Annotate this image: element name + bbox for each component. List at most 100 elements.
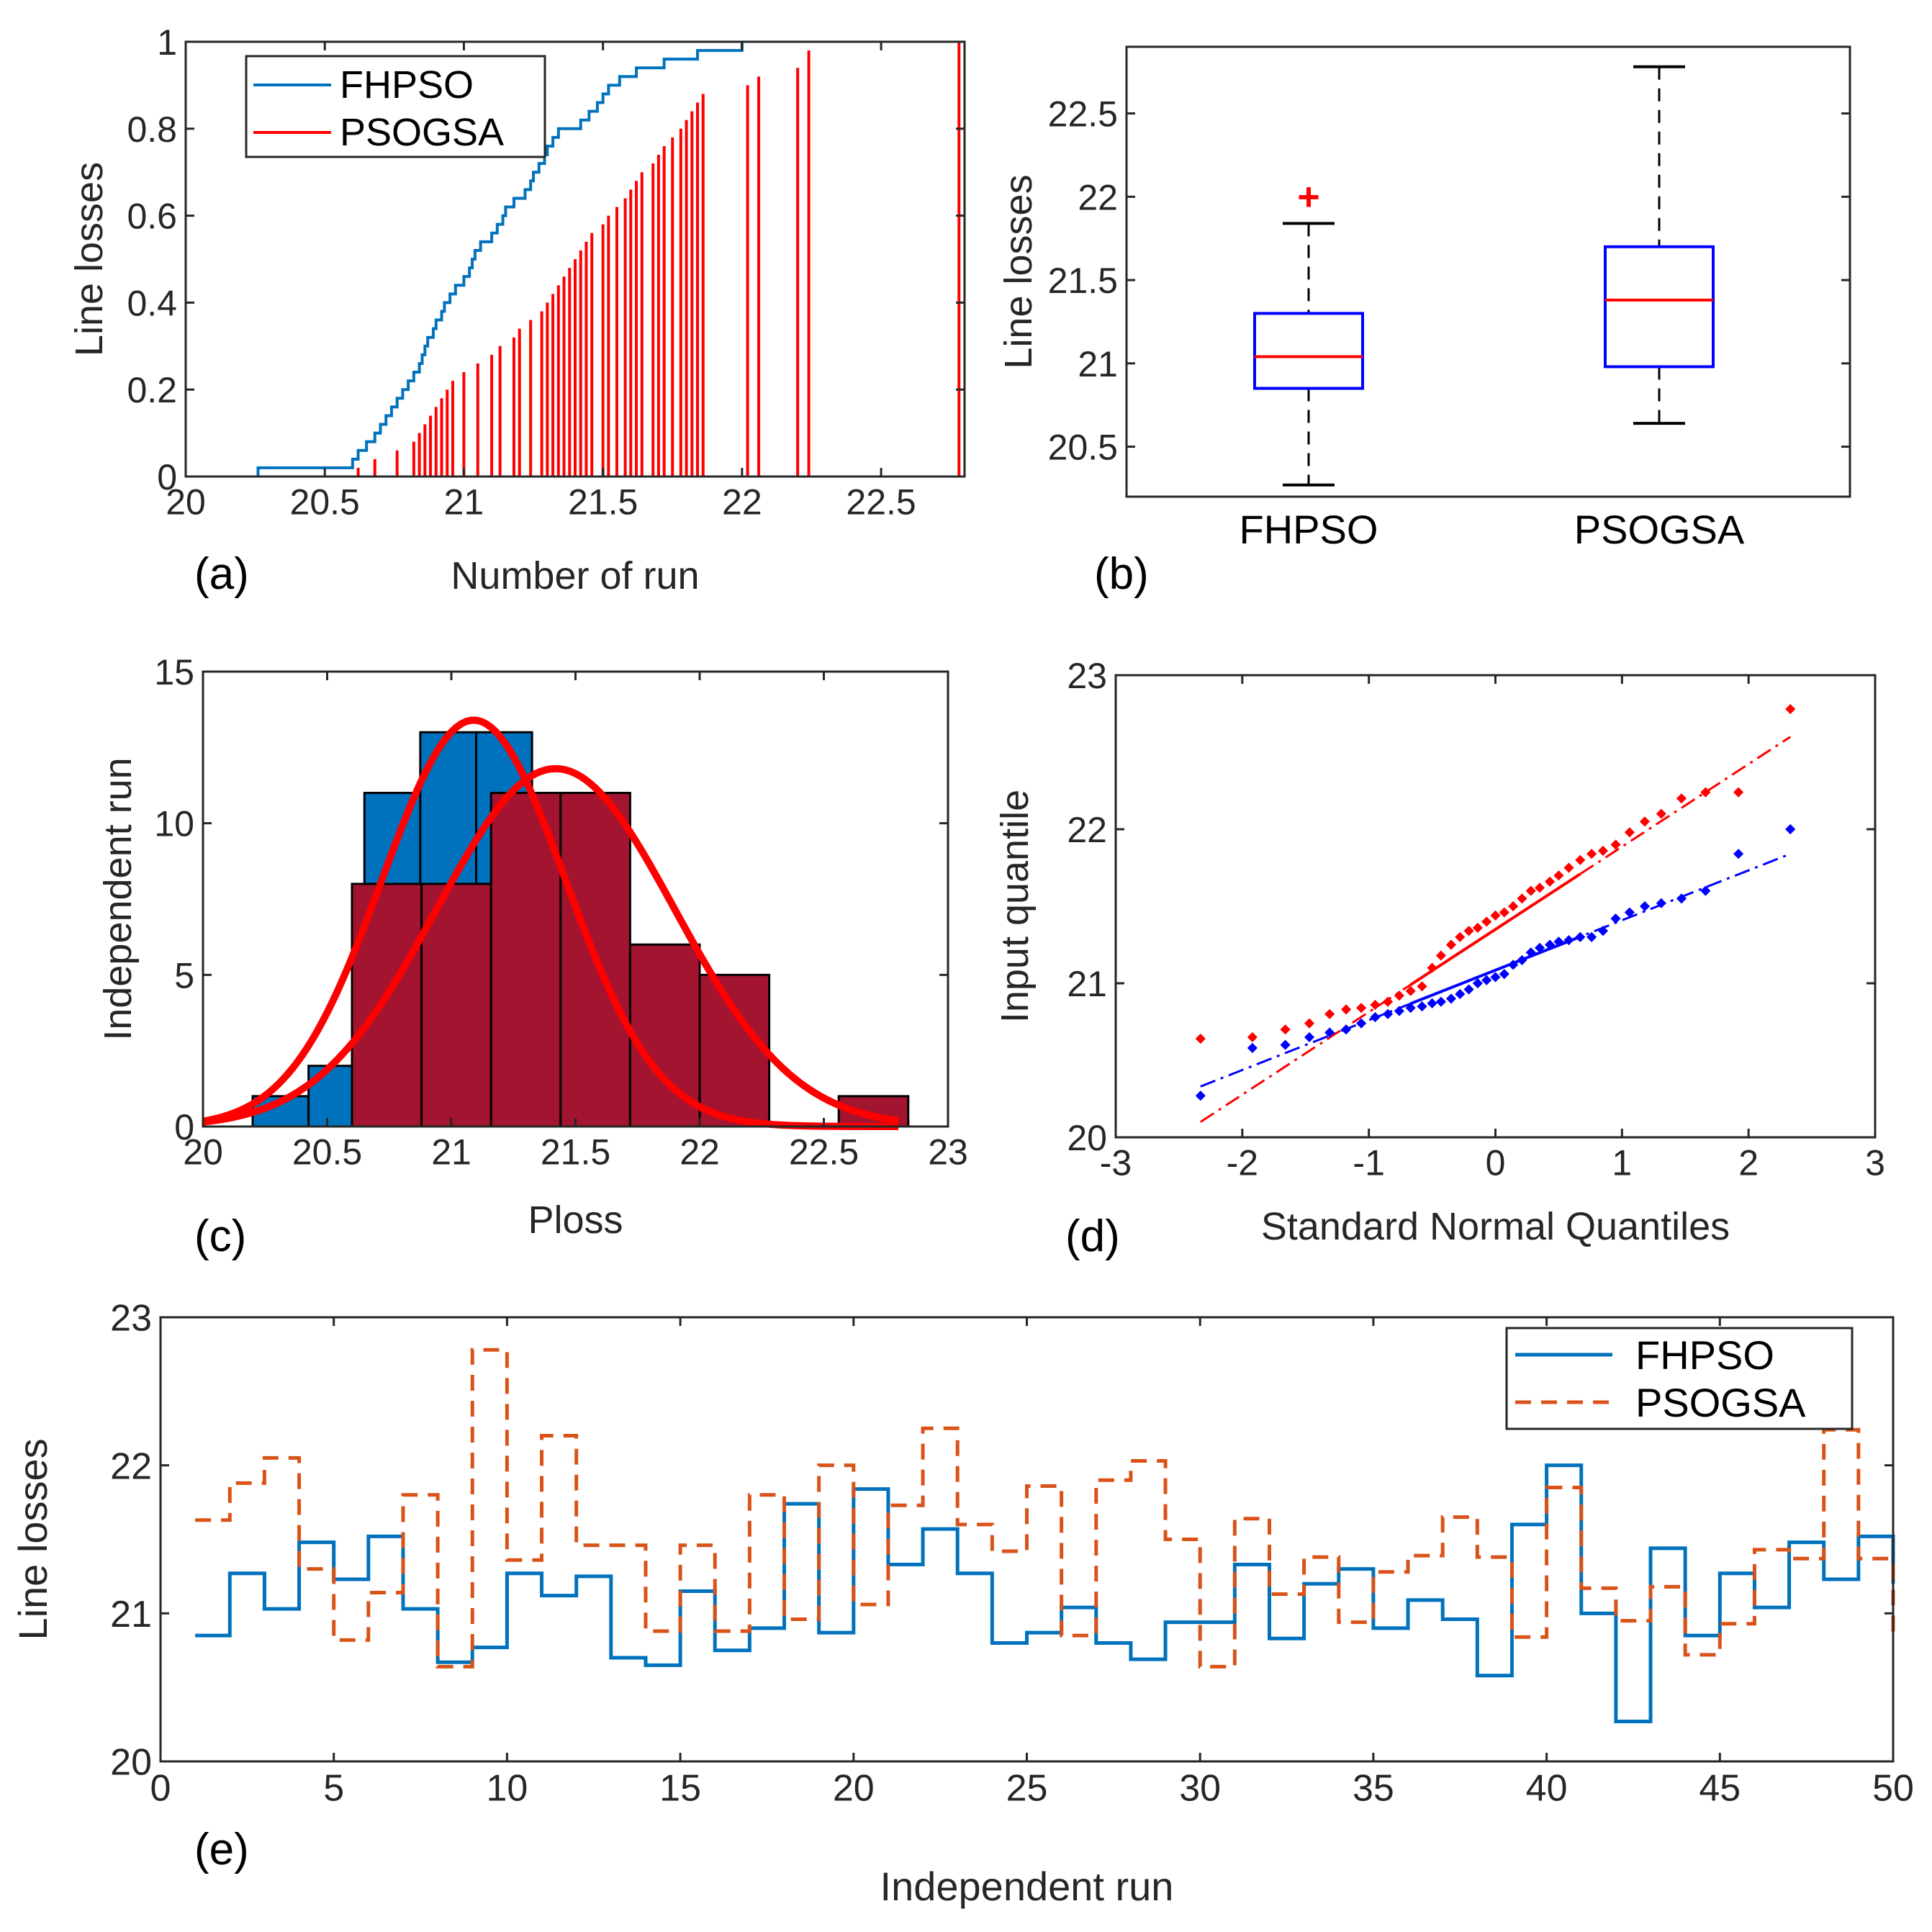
legend-box xyxy=(1505,1327,1854,1430)
y-tick-label: 1 xyxy=(157,22,177,63)
qq-reference-line-psogsa xyxy=(1199,736,1792,1123)
qq-point-fhpso xyxy=(1356,1018,1367,1029)
legend-box xyxy=(245,55,546,158)
y-tick-label: 21 xyxy=(110,1594,152,1635)
qq-point-fhpso xyxy=(1455,988,1466,1000)
qq-point-fhpso xyxy=(1394,1006,1404,1016)
legend-label-fhpso: FHPSO xyxy=(340,63,474,107)
panel-label: (b) xyxy=(1094,549,1149,599)
panel-label: (c) xyxy=(194,1211,246,1261)
y-tick-label: 0.8 xyxy=(127,109,177,150)
qq-point-fhpso xyxy=(1195,1091,1206,1101)
histogram-bar-psogsa xyxy=(351,883,423,1128)
y-tick-label: 15 xyxy=(154,652,194,692)
x-tick-label: 20.5 xyxy=(292,1132,362,1173)
x-tick-label: 45 xyxy=(1699,1768,1741,1810)
x-tick-label: 30 xyxy=(1179,1768,1221,1810)
qq-iqr-line-psogsa xyxy=(1409,872,1581,986)
x-tick-label: 5 xyxy=(323,1768,344,1810)
qq-point-fhpso xyxy=(1417,1001,1427,1012)
qq-point-fhpso xyxy=(1340,1024,1352,1035)
qq-point-psogsa xyxy=(1356,1003,1367,1014)
qq-point-psogsa xyxy=(1304,1018,1315,1029)
qq-point-psogsa xyxy=(1463,926,1474,936)
qq-point-psogsa xyxy=(1435,950,1446,961)
qq-point-fhpso xyxy=(1280,1039,1291,1050)
category-label: PSOGSA xyxy=(1574,507,1745,552)
outlier-marker: + xyxy=(1297,175,1320,218)
qq-point-psogsa xyxy=(1417,981,1427,992)
x-axis-label: Ploss xyxy=(528,1199,623,1242)
qq-point-psogsa xyxy=(1280,1024,1291,1035)
fhpso-ecdf-line xyxy=(256,42,744,477)
qq-point-psogsa xyxy=(1370,999,1381,1011)
x-tick-label: 22.5 xyxy=(846,482,916,523)
y-tick-label: 20 xyxy=(1067,1118,1107,1158)
y-tick-label: 22.5 xyxy=(1048,94,1118,135)
qq-point-psogsa xyxy=(1405,985,1416,996)
x-tick-label: 20 xyxy=(166,482,206,523)
panel-label: (e) xyxy=(194,1825,249,1874)
x-tick-label: 40 xyxy=(1526,1768,1568,1810)
stairs-line-psogsa xyxy=(195,1348,1895,1669)
axes-box xyxy=(1125,45,1851,498)
x-tick-label: -3 xyxy=(1100,1143,1132,1183)
y-tick-label: 10 xyxy=(154,804,194,844)
qq-point-psogsa xyxy=(1382,996,1394,1007)
x-tick-label: 22 xyxy=(680,1132,720,1173)
qq-point-fhpso xyxy=(1445,993,1457,1004)
interquartile-box xyxy=(1604,245,1715,369)
box-psogsa xyxy=(1604,65,1715,425)
y-tick-label: 21 xyxy=(1078,344,1118,384)
x-tick-label: 20.5 xyxy=(290,482,360,523)
qq-point-psogsa xyxy=(1445,939,1457,950)
x-tick-label: 0 xyxy=(1486,1143,1506,1183)
y-tick-label: 0.2 xyxy=(127,370,177,410)
x-tick-label: 21.5 xyxy=(568,482,638,523)
histogram-bar-psogsa xyxy=(698,973,771,1128)
x-tick-label: 15 xyxy=(659,1768,701,1810)
qq-point-fhpso xyxy=(1247,1042,1258,1053)
qq-point-fhpso xyxy=(1370,1012,1381,1023)
panel-label: (a) xyxy=(194,549,249,599)
x-tick-label: 20 xyxy=(183,1132,223,1173)
box-fhpso: + xyxy=(1253,175,1364,487)
qq-point-fhpso xyxy=(1463,984,1474,995)
x-tick-label: 23 xyxy=(928,1132,968,1173)
y-tick-label: 22 xyxy=(110,1445,152,1487)
y-tick-label: 21.5 xyxy=(1048,261,1118,301)
x-axis-label: Independent run xyxy=(880,1864,1174,1909)
x-tick-label: 10 xyxy=(486,1768,528,1810)
qq-iqr-line-fhpso xyxy=(1409,935,1581,1006)
x-tick-label: 21.5 xyxy=(541,1132,610,1173)
x-tick-label: 1 xyxy=(1612,1143,1632,1183)
y-tick-label: 0.4 xyxy=(127,283,177,323)
qq-point-fhpso xyxy=(1435,996,1446,1007)
category-label: FHPSO xyxy=(1240,507,1378,552)
x-tick-label: 21 xyxy=(431,1132,471,1173)
normal-fit-curve-fhpso xyxy=(202,716,899,1130)
qq-point-psogsa xyxy=(1394,990,1404,1001)
y-tick-label: 20 xyxy=(110,1742,152,1784)
normal-fit-curve-psogsa xyxy=(202,764,899,1126)
interquartile-box xyxy=(1253,312,1364,390)
y-tick-label: 23 xyxy=(110,1298,152,1340)
x-tick-label: 3 xyxy=(1865,1143,1885,1183)
qq-point-fhpso xyxy=(1427,998,1437,1008)
x-axis-label: Standard Normal Quantiles xyxy=(1261,1205,1730,1248)
x-tick-label: 22.5 xyxy=(789,1132,859,1173)
y-axis-label: Line losses xyxy=(997,174,1040,369)
x-tick-label: 2 xyxy=(1738,1143,1759,1183)
y-tick-label: 22 xyxy=(1067,810,1107,850)
y-tick-label: 0 xyxy=(157,457,177,497)
stairs-line-fhpso xyxy=(195,1463,1895,1723)
y-axis-label: Line losses xyxy=(68,162,111,356)
qq-point-psogsa xyxy=(1247,1032,1258,1042)
panel-label: (d) xyxy=(1065,1211,1120,1261)
y-tick-label: 22 xyxy=(1078,177,1118,217)
x-tick-label: 50 xyxy=(1872,1768,1914,1810)
